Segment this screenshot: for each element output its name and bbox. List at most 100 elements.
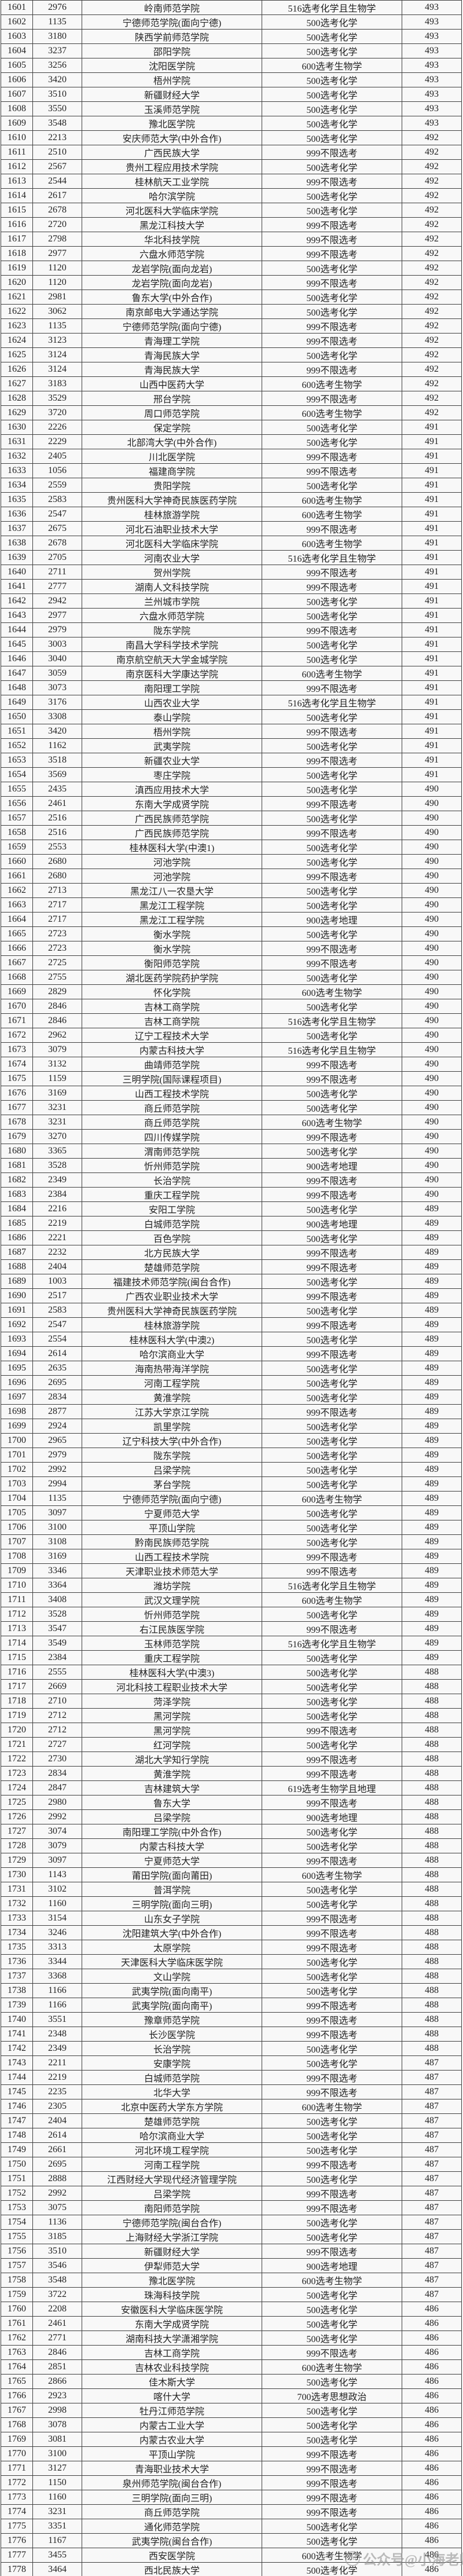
table-row: 1748 2614 哈尔滨商业大学 500选考化学 487 [1,2128,462,2143]
rank-cell: 1700 [1,1433,33,1448]
school-cell: 梧州学院 [82,724,262,739]
rank-cell: 1650 [1,709,33,724]
rank-cell: 1735 [1,1940,33,1955]
score-cell: 491 [402,492,462,507]
score-cell: 491 [402,478,462,493]
score-cell: 488 [402,1969,462,1984]
rank-cell: 1696 [1,1375,33,1390]
school-cell: 哈尔滨学院 [82,188,262,203]
rank-cell: 1662 [1,883,33,898]
rank-cell: 1631 [1,434,33,449]
requirement-cell: 500选考化学 [262,2113,402,2128]
school-cell: 内蒙古农业大学 [82,2432,262,2447]
rank-cell: 1679 [1,1129,33,1144]
rank-cell: 1714 [1,1636,33,1651]
table-row: 1652 1162 武夷学院 500选考化学 491 [1,738,462,753]
rank-cell: 1613 [1,174,33,189]
score-cell: 491 [402,622,462,637]
rank-cell: 1635 [1,492,33,507]
requirement-cell: 500选考化学 [262,1201,402,1216]
code-cell: 3518 [32,753,82,768]
score-cell: 487 [402,2171,462,2186]
code-cell: 2717 [32,897,82,913]
code-cell: 2979 [32,622,82,637]
rank-cell: 1684 [1,1201,33,1216]
requirement-cell: 500选考化学 [262,1665,402,1680]
rank-cell: 1773 [1,2490,33,2505]
score-cell: 487 [402,2055,462,2071]
rank-cell: 1745 [1,2084,33,2099]
requirement-cell: 500选考化学 [262,290,402,305]
table-row: 1657 2516 广西民族师范学院 500选考化学 490 [1,811,462,826]
requirement-cell: 999不限选考 [262,1259,402,1274]
table-row: 1651 3420 梧州学院 999不限选考 491 [1,724,462,739]
score-cell: 490 [402,999,462,1014]
rank-cell: 1681 [1,1158,33,1173]
table-row: 1640 2711 贺州学院 999不限选考 491 [1,565,462,580]
score-cell: 492 [402,333,462,348]
requirement-cell: 999不限选考 [262,521,402,536]
rank-cell: 1770 [1,2446,33,2461]
rank-cell: 1665 [1,926,33,941]
score-cell: 489 [402,1317,462,1332]
code-cell: 2713 [32,883,82,898]
code-cell: 1159 [32,1071,82,1086]
school-cell: 河南工程学院 [82,1375,262,1390]
score-cell: 486 [402,2388,462,2403]
school-cell: 贵州医科大学神奇民族医药学院 [82,1303,262,1318]
requirement-cell: 600选考生物学 [262,376,402,391]
school-cell: 贵州医科大学神奇民族医药学院 [82,492,262,507]
school-cell: 红河学院 [82,1737,262,1752]
school-cell: 黑龙江工程学院 [82,897,262,913]
table-row: 1734 3246 沈阳建筑大学(中外合作) 999不限选考 488 [1,1925,462,1940]
table-row: 1738 1166 武夷学院(面向南平) 500选考化学 488 [1,1983,462,1998]
score-cell: 488 [402,1838,462,1853]
code-cell: 2229 [32,434,82,449]
table-row: 1636 2547 桂林旅游学院 600选考生物学 491 [1,507,462,522]
rank-cell: 1765 [1,2374,33,2389]
requirement-cell: 500选考化学 [262,1448,402,1463]
school-cell: 兰州城市学院 [82,593,262,609]
code-cell: 2510 [32,145,82,160]
requirement-cell: 500选考化学 [262,1433,402,1448]
score-cell: 489 [402,1636,462,1651]
rank-cell: 1601 [1,0,33,15]
table-row: 1638 2678 河北医科大学临床学院 600选考生物学 491 [1,536,462,551]
requirement-cell: 999不限选考 [262,2027,402,2042]
score-cell: 491 [402,463,462,478]
code-cell: 3040 [32,651,82,666]
score-cell: 491 [402,666,462,681]
table-row: 1735 3313 太原学院 999不限选考 488 [1,1940,462,1955]
score-cell: 492 [402,391,462,406]
score-cell: 489 [402,1216,462,1231]
school-cell: 黄淮学院 [82,1390,262,1405]
code-cell: 2923 [32,2388,82,2403]
table-row: 1646 3040 南京航空航天大学金城学院 500选考化学 491 [1,651,462,666]
rank-cell: 1777 [1,2548,33,2563]
rank-cell: 1628 [1,391,33,406]
requirement-cell: 500选考化学 [262,2302,402,2317]
table-row: 1753 3075 南阳师范学院 999不限选考 487 [1,2200,462,2215]
rank-cell: 1769 [1,2432,33,2447]
requirement-cell: 999不限选考 [262,579,402,594]
code-cell: 2710 [32,1694,82,1709]
table-row: 1767 2998 牡丹江师范学院 500选考化学 486 [1,2403,462,2418]
rank-cell: 1648 [1,680,33,695]
code-cell: 2965 [32,1433,82,1448]
code-cell: 3231 [32,2504,82,2519]
table-row: 1731 3102 普洱学院 500选考化学 488 [1,1882,462,1897]
code-cell: 3548 [32,116,82,131]
requirement-cell: 516选考化学且生物学 [262,695,402,710]
school-cell: 辽宁工程技术大学 [82,1028,262,1043]
score-cell: 488 [402,1780,462,1795]
school-cell: 通化师范学院 [82,2519,262,2534]
score-cell: 491 [402,449,462,464]
school-cell: 上海财经大学浙江学院 [82,2229,262,2244]
code-cell: 3408 [32,1592,82,1607]
school-cell: 内蒙古工业大学 [82,2417,262,2432]
code-cell: 2888 [32,2171,82,2186]
code-cell: 3270 [32,1129,82,1144]
table-row: 1614 2617 哈尔滨学院 500选考化学 492 [1,188,462,203]
code-cell: 2678 [32,203,82,218]
